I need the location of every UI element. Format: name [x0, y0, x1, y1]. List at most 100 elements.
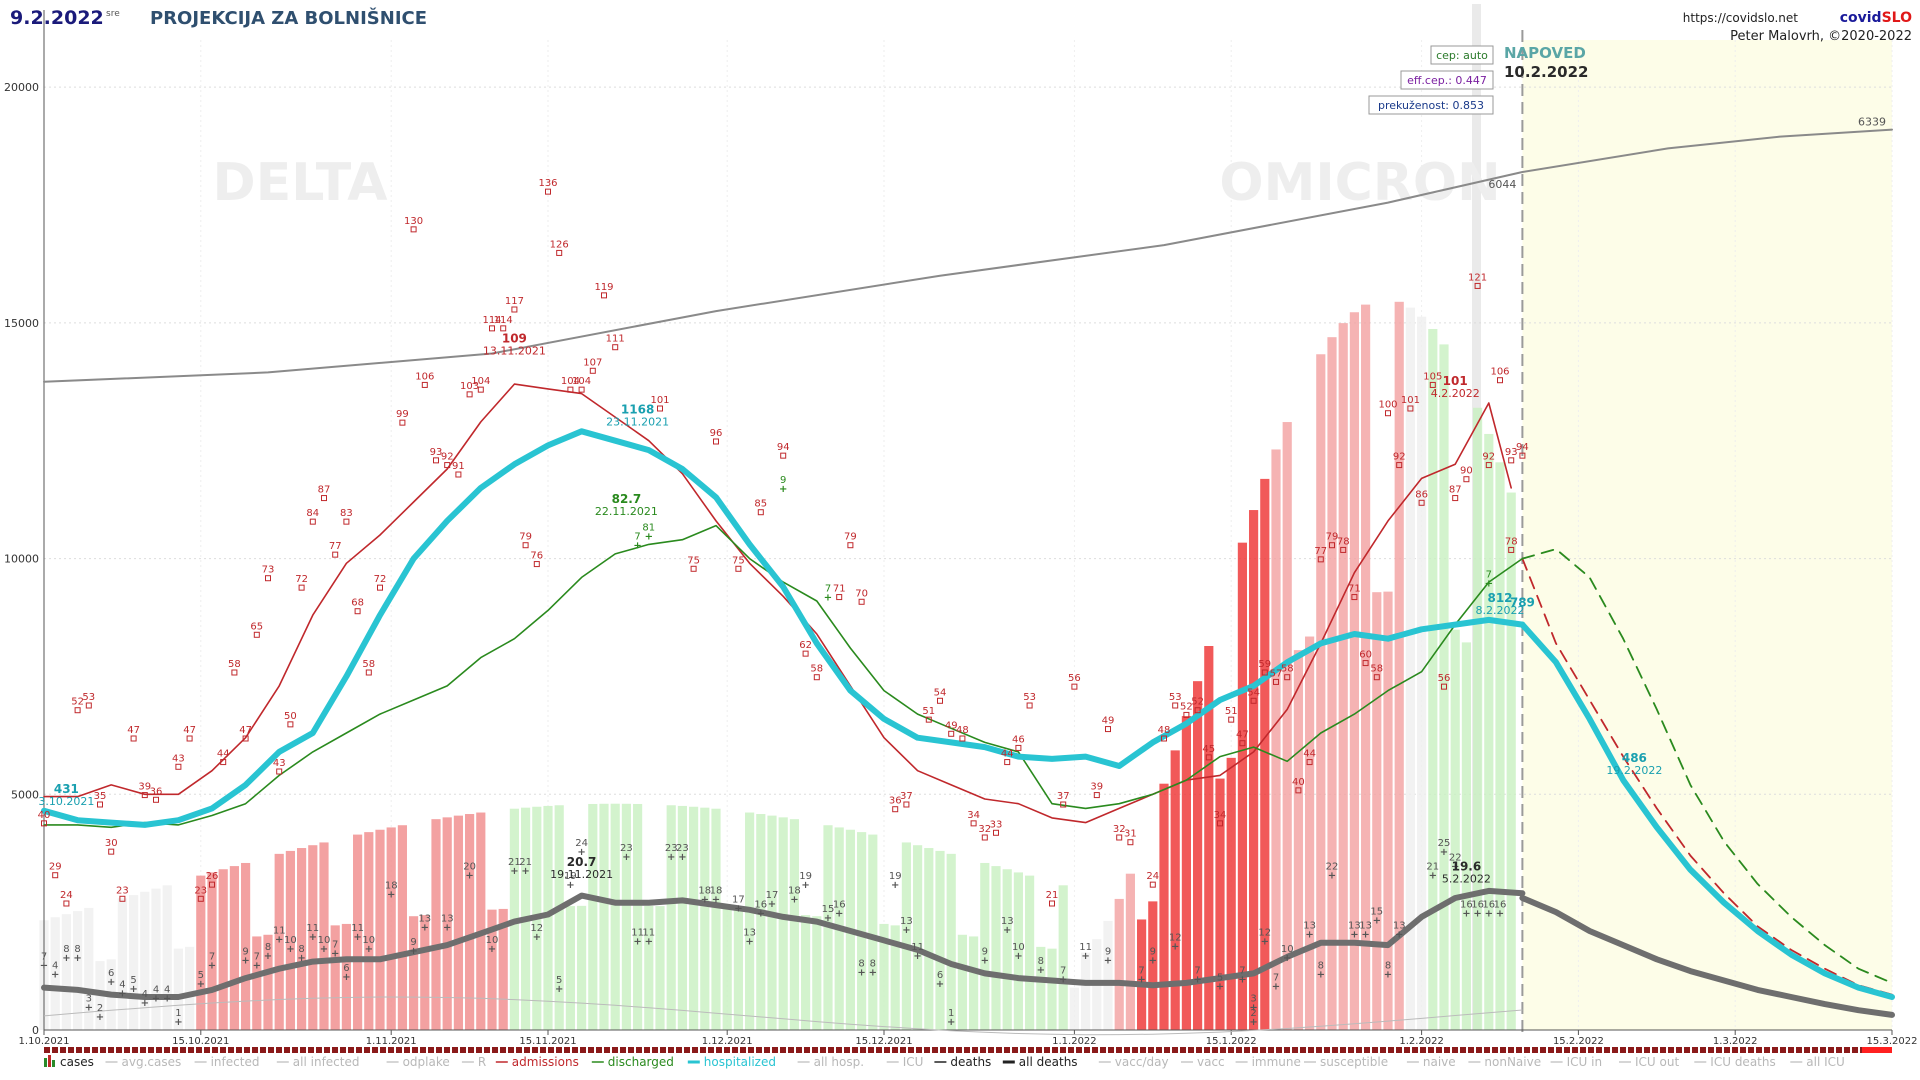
legend-item-infected[interactable]: infected	[194, 1055, 260, 1069]
cases-bar	[1204, 646, 1214, 1030]
deaths-value-label: 7	[1273, 973, 1279, 984]
death-marker: +	[1328, 871, 1336, 882]
admissions-value-label: 93	[430, 447, 443, 458]
legend-item-avg-cases[interactable]: avg.cases	[105, 1055, 182, 1069]
cases-bar	[1439, 344, 1449, 1031]
header: 9.2.2022 sre PROJEKCIJA ZA BOLNIŠNICE ht…	[10, 7, 1912, 44]
legend-item-all-infected[interactable]: all infected	[276, 1055, 360, 1069]
legend-label: infected	[211, 1055, 260, 1069]
legend-item-naive[interactable]: naive	[1406, 1055, 1456, 1069]
death-marker: +	[745, 937, 753, 948]
deaths-value-label: 9	[410, 937, 416, 948]
admission-marker	[1396, 462, 1403, 469]
cases-bar	[498, 908, 508, 1030]
legend-item-all-deaths[interactable]: all deaths	[1002, 1055, 1078, 1069]
death-marker: +	[645, 937, 653, 948]
header-url[interactable]: https://covidslo.net	[1683, 11, 1799, 25]
admissions-value-label: 58	[228, 659, 241, 670]
admission-marker	[1161, 735, 1167, 742]
x-tick-label: 15.11.2021	[519, 1036, 576, 1047]
cases-bar	[453, 815, 463, 1030]
deaths-value-label: 11	[1079, 942, 1092, 953]
death-marker: +	[577, 847, 585, 858]
legend-item-vacc[interactable]: vacc	[1181, 1055, 1225, 1069]
cases-bar	[173, 948, 183, 1030]
admission-marker	[1172, 702, 1179, 709]
admissions-value-label: 92	[1482, 452, 1495, 463]
admissions-value-label: 54	[934, 687, 947, 698]
forecast-title: NAPOVED	[1504, 44, 1586, 62]
cases-bar	[610, 803, 620, 1030]
cases-bar	[140, 891, 150, 1030]
cases-bar	[1025, 875, 1035, 1030]
admissions-value-label: 99	[396, 409, 409, 420]
series-line-hospitalized-forecast	[1519, 621, 1895, 1000]
legend-item-icu[interactable]: ICU	[886, 1055, 924, 1069]
admissions-value-label: 58	[1281, 664, 1294, 675]
cases-bar	[1002, 869, 1012, 1030]
admission-marker	[466, 391, 473, 398]
legend-item-vacc-day[interactable]: vacc/day	[1098, 1055, 1169, 1069]
legend-item-icu-out[interactable]: ICU out	[1619, 1055, 1679, 1069]
deaths-value-label: 20	[463, 862, 476, 873]
legend-item-discharged[interactable]: discharged	[591, 1055, 674, 1069]
deaths-value-label: 3	[1250, 994, 1256, 1005]
admissions-value-label: 79	[1326, 532, 1339, 543]
legend-item-admissions[interactable]: admissions	[495, 1055, 579, 1069]
cases-bar	[465, 814, 475, 1030]
legend-item-deaths[interactable]: deaths	[934, 1055, 991, 1069]
admission-marker	[1429, 381, 1436, 388]
admissions-value-label: 32	[978, 824, 991, 835]
admissions-value-label: 47	[239, 725, 252, 736]
deaths-value-label: 9	[242, 947, 248, 958]
admission-marker	[1194, 707, 1201, 714]
death-marker: +	[96, 1012, 104, 1023]
death-marker: +	[73, 953, 81, 964]
legend-label: discharged	[608, 1055, 674, 1069]
legend-item-all-hosp-[interactable]: all hosp.	[797, 1055, 864, 1069]
cases-bar	[274, 853, 284, 1030]
legend-item-nonnaive[interactable]: nonNaive	[1468, 1055, 1541, 1069]
cases-bar	[386, 827, 396, 1030]
admission-marker	[321, 495, 327, 502]
cases-bar	[61, 914, 71, 1030]
admission-marker	[365, 669, 372, 676]
deaths-value-label: 15	[1370, 907, 1383, 918]
admissions-value-label: 87	[1449, 485, 1462, 496]
deaths-value-label: 7	[41, 951, 47, 962]
cases-bar	[263, 934, 273, 1030]
death-marker: +	[1361, 930, 1369, 941]
legend-item-cases[interactable]: cases	[44, 1055, 94, 1069]
admission-marker	[186, 735, 193, 742]
legend-item-odplake[interactable]: odplake	[386, 1055, 450, 1069]
deaths-value-label: 5	[556, 975, 562, 986]
cases-bars	[39, 301, 1516, 1031]
legend-item-icu-deaths[interactable]: ICU deaths	[1694, 1055, 1776, 1069]
legend-item-hospitalized[interactable]: hospitalized	[687, 1055, 776, 1069]
deaths-value-label: 9	[1150, 947, 1156, 958]
legend-label: R	[478, 1055, 486, 1069]
admissions-value-label: 78	[1337, 536, 1350, 547]
death-marker: +	[409, 946, 417, 957]
deaths-value-label: 12	[1258, 928, 1271, 939]
legend-item-immune[interactable]: immune	[1235, 1055, 1301, 1069]
admission-marker	[141, 792, 148, 799]
peak-date-label: 13.11.2021	[483, 345, 546, 358]
admissions-value-label: 53	[82, 692, 95, 703]
x-tick-label: 1.3.2022	[1713, 1036, 1758, 1047]
omicron-watermark: OMICRON	[1219, 153, 1500, 213]
cases-bar	[1103, 920, 1113, 1030]
legend-item-icu-in[interactable]: ICU in	[1550, 1055, 1602, 1069]
deaths-value-label: 11	[306, 923, 319, 934]
deaths-value-label: 13	[1359, 921, 1372, 932]
discharged-value-label: 7	[634, 532, 640, 543]
death-marker: +	[801, 880, 809, 891]
legend-item-r[interactable]: R	[461, 1055, 486, 1069]
cases-bar	[218, 869, 228, 1030]
death-marker: +	[521, 866, 529, 877]
legend-item-susceptible[interactable]: susceptible	[1304, 1055, 1388, 1069]
legend-item-all-icu[interactable]: all ICU	[1790, 1055, 1845, 1069]
x-tick-label: 1.12.2021	[702, 1036, 753, 1047]
cases-bar	[599, 803, 609, 1030]
